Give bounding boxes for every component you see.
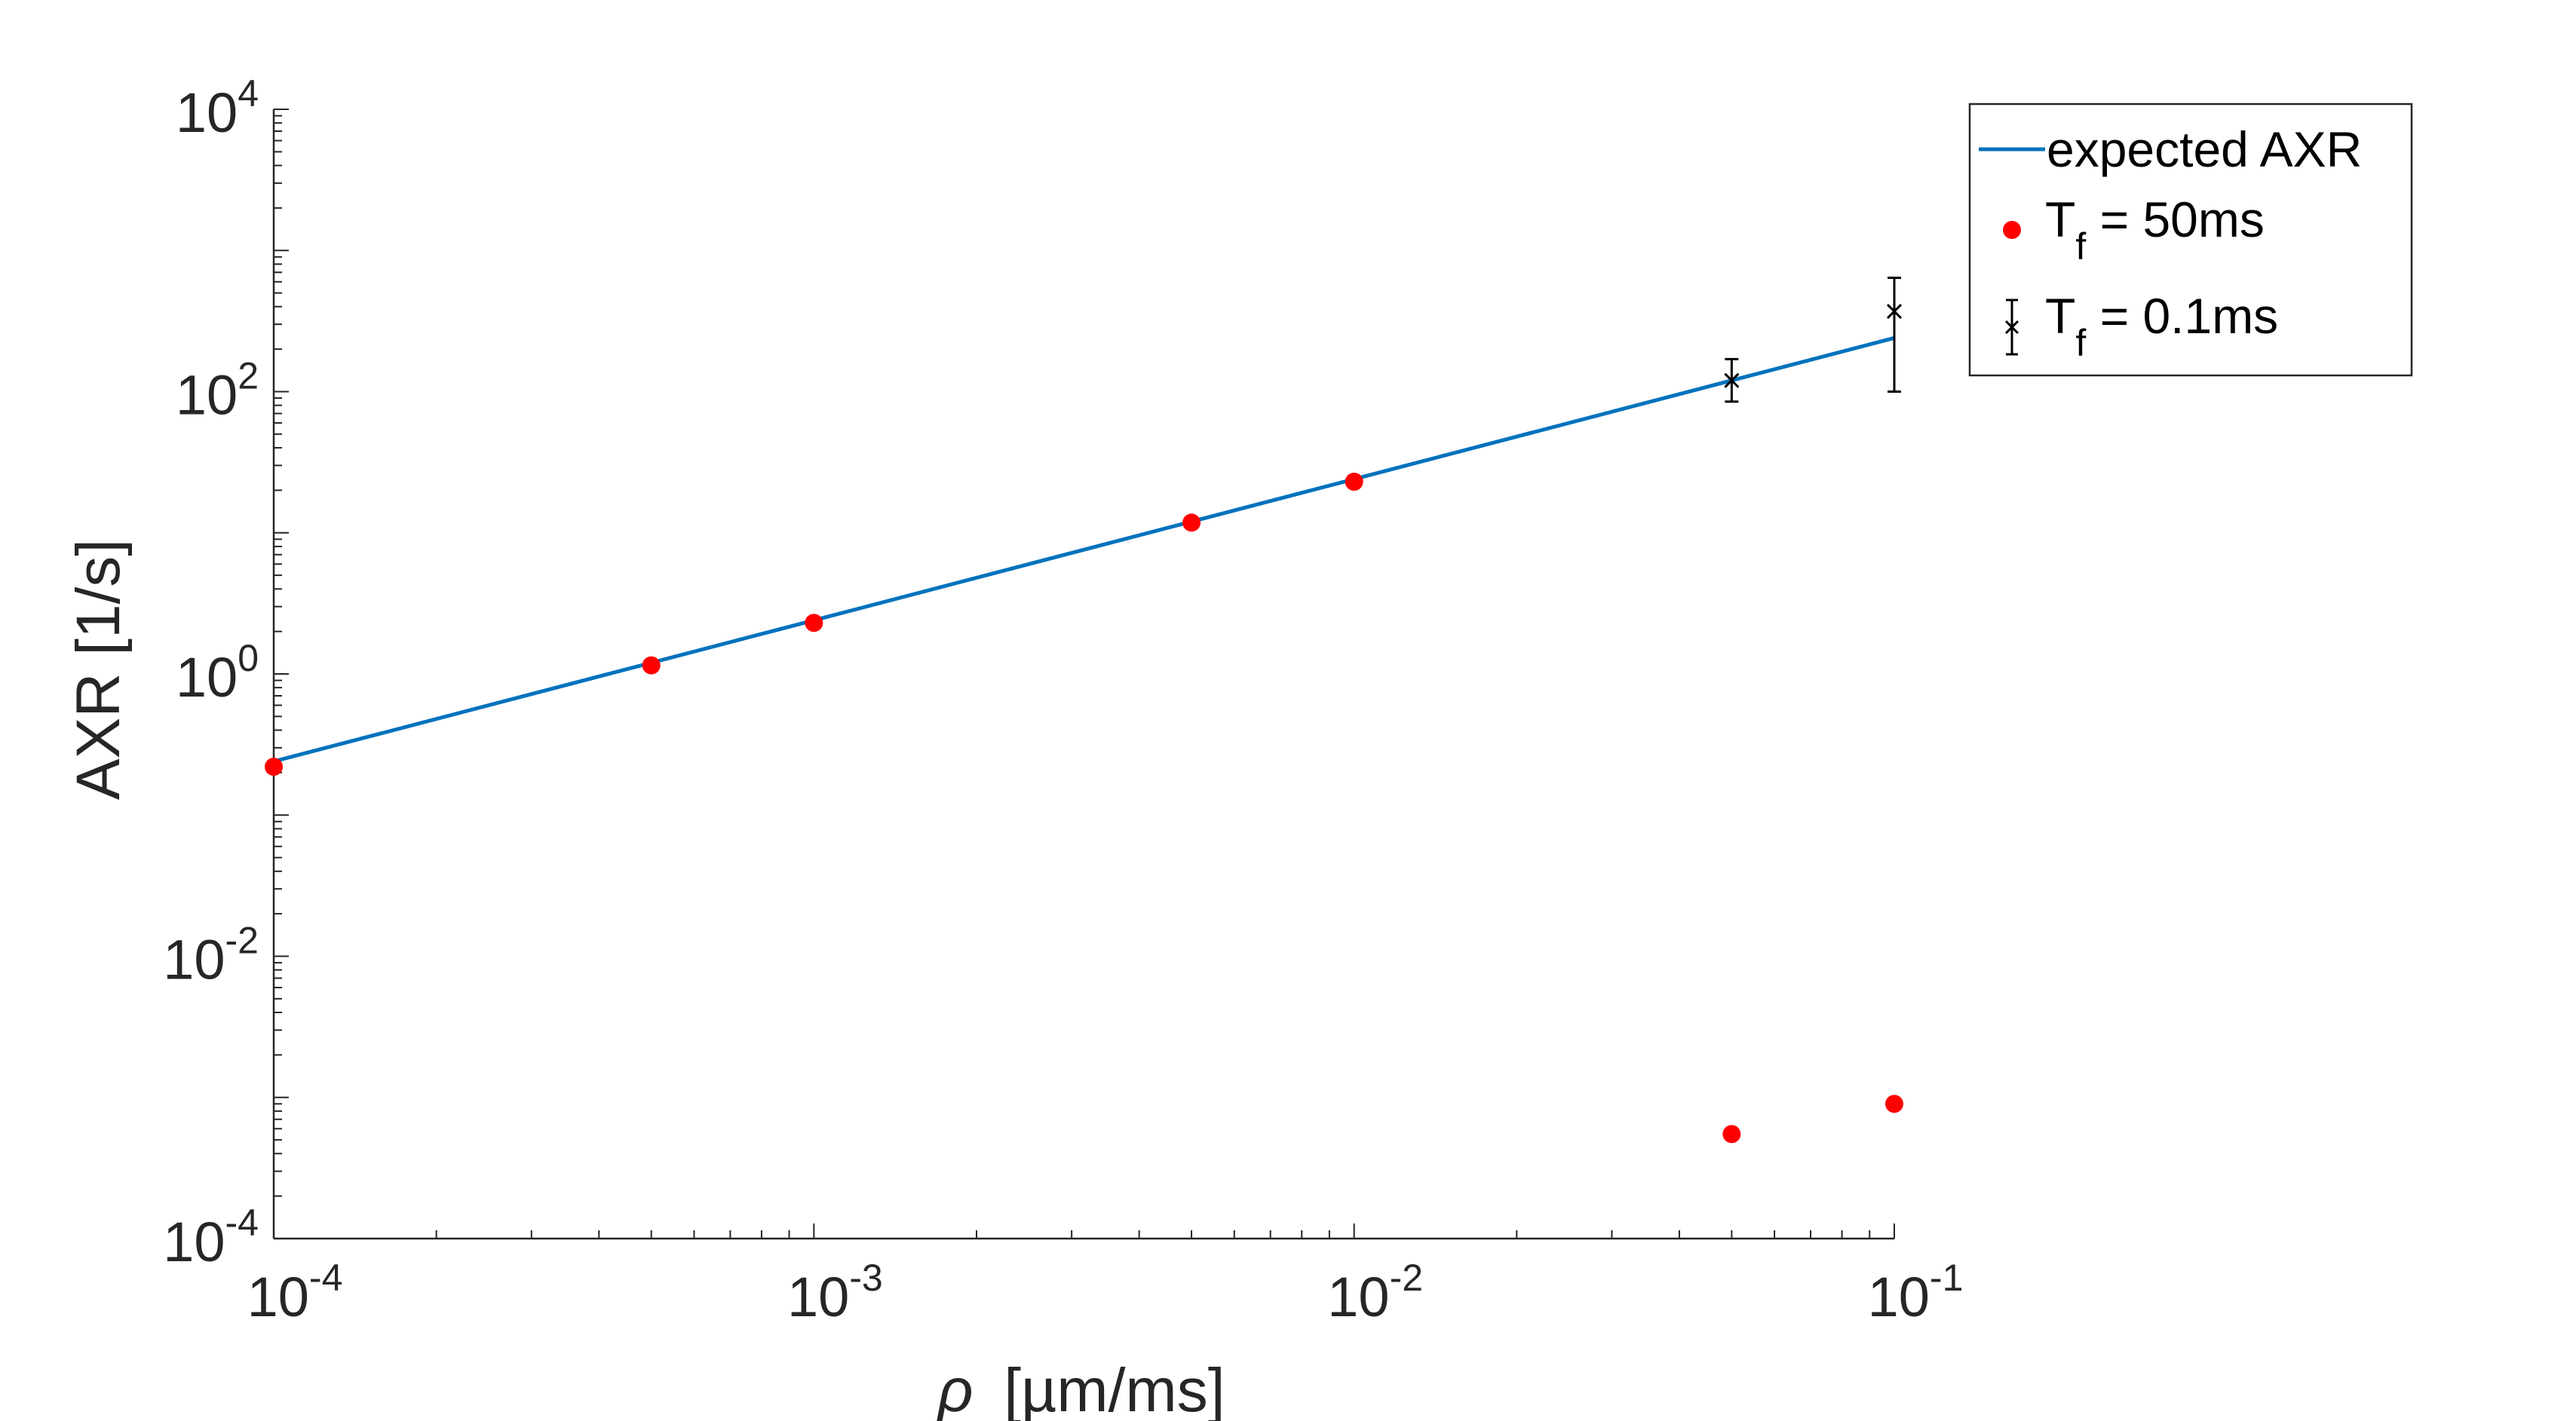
legend-errorbar-swatch	[2004, 299, 2019, 356]
y-tick-label: 102	[176, 355, 259, 427]
data-point-50ms	[1722, 1125, 1741, 1144]
data-point-50ms	[1885, 1095, 1903, 1113]
data-point-0.1ms	[1724, 372, 1740, 388]
data-point-50ms	[1345, 473, 1363, 492]
legend-label-0.1ms: Tf = 0.1ms	[2045, 288, 2278, 364]
plot-series	[265, 277, 1903, 1144]
legend-label-50ms: Tf = 50ms	[2045, 191, 2265, 268]
y-tick-label: 100	[176, 637, 259, 709]
legend-label-expected: expected AXR	[2047, 121, 2362, 177]
data-point-50ms	[805, 614, 823, 632]
x-tick-label: 10-3	[787, 1257, 883, 1328]
data-point-50ms	[1182, 513, 1201, 532]
x-tick-label: 10-4	[247, 1257, 343, 1328]
legend: expected AXR Tf = 50ms Tf = 0.1ms	[1968, 103, 2413, 377]
y-tick-label: 10-4	[163, 1202, 259, 1273]
data-point-50ms	[642, 656, 661, 675]
data-point-50ms	[265, 758, 283, 776]
tick-labels: 10-4 10-3 10-2 10-1 10-4 10-2 100 102 104	[163, 72, 1963, 1328]
axes	[272, 109, 1894, 1240]
x-axis-label-symbol: ρ	[937, 1356, 974, 1421]
y-tick-label: 10-2	[163, 920, 259, 991]
x-axis-label: ρ [µm/ms]	[937, 1356, 1225, 1421]
axis-ticks	[273, 109, 1895, 1239]
y-axis-label: AXR [1/s]	[64, 539, 133, 800]
y-tick-label: 104	[176, 72, 259, 144]
x-tick-label: 10-1	[1868, 1257, 1964, 1328]
expected-axr-line	[273, 335, 1895, 764]
x-tick-label: 10-2	[1327, 1257, 1423, 1328]
legend-dot-swatch	[2003, 221, 2021, 239]
x-axis-label-unit: [µm/ms]	[1004, 1356, 1225, 1421]
data-point-0.1ms	[1886, 304, 1903, 320]
